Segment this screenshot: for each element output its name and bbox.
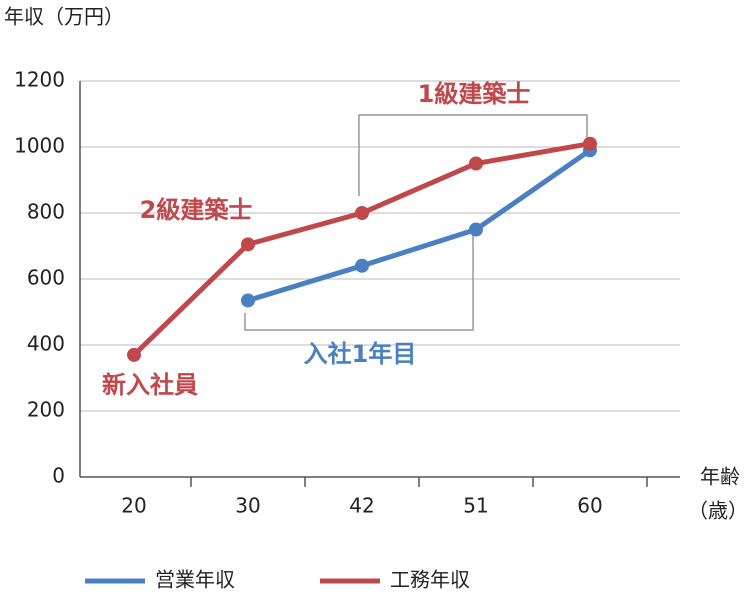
x-axis-label: 年齢 (700, 465, 740, 489)
y-tick-label: 1200 (14, 68, 65, 92)
point (469, 156, 483, 171)
annotation: 2級建築士 (140, 196, 253, 224)
x-tick-label: 42 (349, 494, 374, 518)
series-line (132, 141, 591, 357)
annotation: 新入社員 (102, 371, 198, 399)
x-tick-label: 51 (463, 494, 488, 518)
y-tick-label: 0 (52, 464, 65, 488)
point (355, 206, 369, 220)
y-tick-label: 600 (27, 266, 65, 290)
bracket (244, 235, 474, 331)
x-axis-label: （歳） (688, 499, 748, 523)
x-tick-label: 60 (577, 494, 602, 518)
point (583, 136, 597, 151)
y-tick-label: 200 (27, 398, 65, 422)
y-axis-label: 年収（万円） (4, 5, 124, 29)
x-tick-label: 30 (235, 494, 260, 518)
legend-label: 営業年収 (155, 568, 235, 592)
y-tick-label: 1000 (14, 134, 65, 158)
point (241, 237, 255, 252)
y-tick-label: 400 (27, 332, 65, 356)
bracket (358, 114, 588, 196)
point (355, 258, 369, 273)
series-line (247, 148, 592, 303)
y-tick-label: 800 (27, 200, 65, 224)
x-tick-label: 20 (121, 494, 146, 518)
point (127, 347, 141, 362)
annotation: 入社1年目 (304, 340, 417, 368)
legend-label: 工務年収 (390, 568, 470, 592)
annotation: 1級建築士 (418, 80, 531, 108)
point (469, 222, 483, 237)
point (241, 293, 255, 308)
